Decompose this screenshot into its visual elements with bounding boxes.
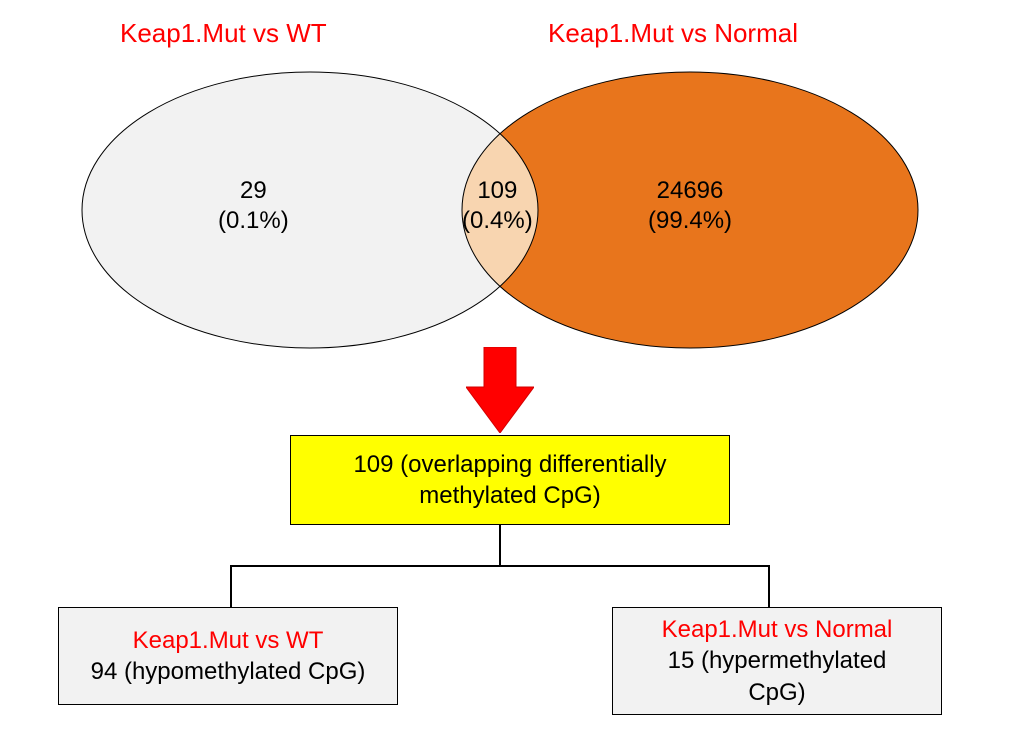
down-arrow-icon bbox=[466, 347, 534, 433]
leaf-left-title: Keap1.Mut vs WT bbox=[133, 627, 324, 654]
venn-label-left: 29 (0.1%) bbox=[218, 176, 289, 236]
result-box-text: 109 (overlapping differentially methylat… bbox=[349, 445, 670, 515]
venn-label-middle: 109 (0.4%) bbox=[462, 176, 533, 236]
connector-horizontal bbox=[230, 565, 770, 567]
leaf-box-right: Keap1.Mut vs Normal 15 (hypermethylated … bbox=[612, 607, 942, 715]
connector-right-drop bbox=[768, 565, 770, 607]
leaf-right-title: Keap1.Mut vs Normal bbox=[662, 616, 893, 643]
leaf-left-text: Keap1.Mut vs WT 94 (hypomethylated CpG) bbox=[87, 621, 370, 691]
venn-mid-pct: (0.4%) bbox=[462, 207, 533, 234]
leaf-left-line1: 94 (hypomethylated CpG) bbox=[91, 658, 366, 685]
connector-left-drop bbox=[230, 565, 232, 607]
venn-right-count: 24696 bbox=[657, 177, 724, 204]
venn-left-pct: (0.1%) bbox=[218, 207, 289, 234]
venn-mid-count: 109 bbox=[477, 177, 517, 204]
venn-right-pct: (99.4%) bbox=[648, 207, 732, 234]
connector-vertical bbox=[499, 525, 501, 567]
venn-label-right: 24696 (99.4%) bbox=[648, 176, 732, 236]
diagram-canvas: Keap1.Mut vs WT Keap1.Mut vs Normal 29 (… bbox=[0, 0, 1020, 743]
leaf-box-left: Keap1.Mut vs WT 94 (hypomethylated CpG) bbox=[58, 607, 398, 705]
leaf-right-line2: CpG) bbox=[748, 679, 805, 706]
leaf-right-text: Keap1.Mut vs Normal 15 (hypermethylated … bbox=[658, 610, 897, 712]
result-box: 109 (overlapping differentially methylat… bbox=[290, 435, 730, 525]
leaf-right-line1: 15 (hypermethylated bbox=[668, 647, 887, 674]
venn-left-count: 29 bbox=[240, 177, 267, 204]
